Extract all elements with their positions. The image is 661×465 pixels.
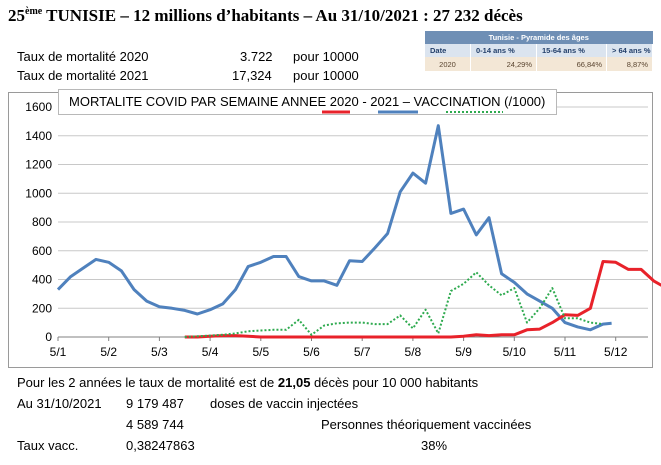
pyramid-cell-15-64: 66,84% xyxy=(536,57,607,71)
x-tick-label: 5/1 xyxy=(50,345,67,359)
stat-2020-value: 3.722 xyxy=(240,49,273,64)
title-text: TUNISIE – 12 millions d’habitants – Au 3… xyxy=(46,6,523,25)
rate-percent: 38% xyxy=(421,438,448,453)
legend-2020-label: 2020 xyxy=(329,94,359,109)
pyramid-col-15-64: 15-64 ans % xyxy=(536,44,607,57)
age-pyramid-title: Tunisie - Pyramide des âges xyxy=(425,31,653,44)
pyramid-col-64-plus: > 64 ans % xyxy=(606,44,653,57)
y-tick-label: 400 xyxy=(32,273,52,287)
chart-title-sep1: - xyxy=(358,94,371,109)
chart-title-prefix: MORTALITE COVID PAR SEMAINE ANNEE xyxy=(69,94,330,109)
series-line-2021 xyxy=(56,124,612,332)
y-tick-label: 800 xyxy=(32,215,52,229)
summary-line: Pour les 2 années le taux de mortalité e… xyxy=(17,375,478,390)
stat-2020-label: Taux de mortalité 2020 xyxy=(17,49,149,64)
x-tick-label: 5/8 xyxy=(405,345,422,359)
y-tick-label: 1400 xyxy=(25,129,52,143)
date-label: Au 31/10/2021 xyxy=(17,396,102,411)
x-tick-label: 5/10 xyxy=(503,345,527,359)
legend-swatches xyxy=(322,110,503,114)
chart-title: MORTALITE COVID PAR SEMAINE ANNEE 2020 -… xyxy=(69,94,545,109)
series-line-vaccination xyxy=(184,271,604,338)
page-title: 25ème TUNISIE – 12 millions d’habitants … xyxy=(8,6,523,26)
rank-suffix: ème xyxy=(25,6,43,17)
x-tick-label: 5/4 xyxy=(202,345,219,359)
age-pyramid-table: Tunisie - Pyramide des âges Date 0-14 an… xyxy=(425,31,653,71)
series-line-2020 xyxy=(184,260,661,339)
y-tick-label: 1200 xyxy=(25,158,52,172)
pyramid-cell-64-plus: 8,87% xyxy=(606,57,653,71)
stat-2021-unit: pour 10000 xyxy=(293,68,359,83)
stat-2021-label: Taux de mortalité 2021 xyxy=(17,68,149,83)
summary-suffix: décès pour 10 000 habitants xyxy=(310,375,479,390)
pyramid-cell-0-14: 24,29% xyxy=(470,57,537,71)
chart-title-sep2: – xyxy=(399,94,414,109)
stat-2021-value: 17,324 xyxy=(232,68,272,83)
y-tick-label: 1600 xyxy=(25,100,52,114)
y-tick-label: 200 xyxy=(32,301,52,315)
x-tick-label: 5/12 xyxy=(604,345,628,359)
y-tick-label: 1000 xyxy=(25,186,52,200)
pyramid-col-date: Date xyxy=(425,44,471,57)
x-tick-label: 5/5 xyxy=(252,345,269,359)
pyramid-cell-date: 2020 xyxy=(425,57,471,71)
x-tick-label: 5/3 xyxy=(151,345,168,359)
pyramid-col-0-14: 0-14 ans % xyxy=(470,44,537,57)
chart-legend: MORTALITE COVID PAR SEMAINE ANNEE 2020 -… xyxy=(58,89,557,115)
doses-value: 9 179 487 xyxy=(126,396,184,411)
vaccinated-value: 4 589 744 xyxy=(126,417,184,432)
rank-number: 25 xyxy=(8,6,25,25)
rate-value: 0,38247863 xyxy=(126,438,195,453)
y-tick-label: 600 xyxy=(32,244,52,258)
doses-text: doses de vaccin injectées xyxy=(210,396,359,411)
y-tick-label: 0 xyxy=(45,330,52,344)
x-tick-label: 5/6 xyxy=(303,345,320,359)
stat-2020-unit: pour 10000 xyxy=(293,49,359,64)
x-tick-label: 5/11 xyxy=(554,345,577,359)
legend-vaccination-label: VACCINATION (/1000) xyxy=(413,94,546,109)
x-tick-label: 5/9 xyxy=(455,345,472,359)
x-tick-label: 5/7 xyxy=(354,345,371,359)
summary-value: 21,05 xyxy=(277,375,311,390)
rate-label: Taux vacc. xyxy=(17,438,79,453)
x-tick-label: 5/2 xyxy=(100,345,117,359)
summary-prefix: Pour les 2 années le taux de mortalité e… xyxy=(17,375,278,390)
legend-2021-label: 2021 xyxy=(370,94,400,109)
vaccinated-text: Personnes théoriquement vaccinées xyxy=(321,417,532,432)
